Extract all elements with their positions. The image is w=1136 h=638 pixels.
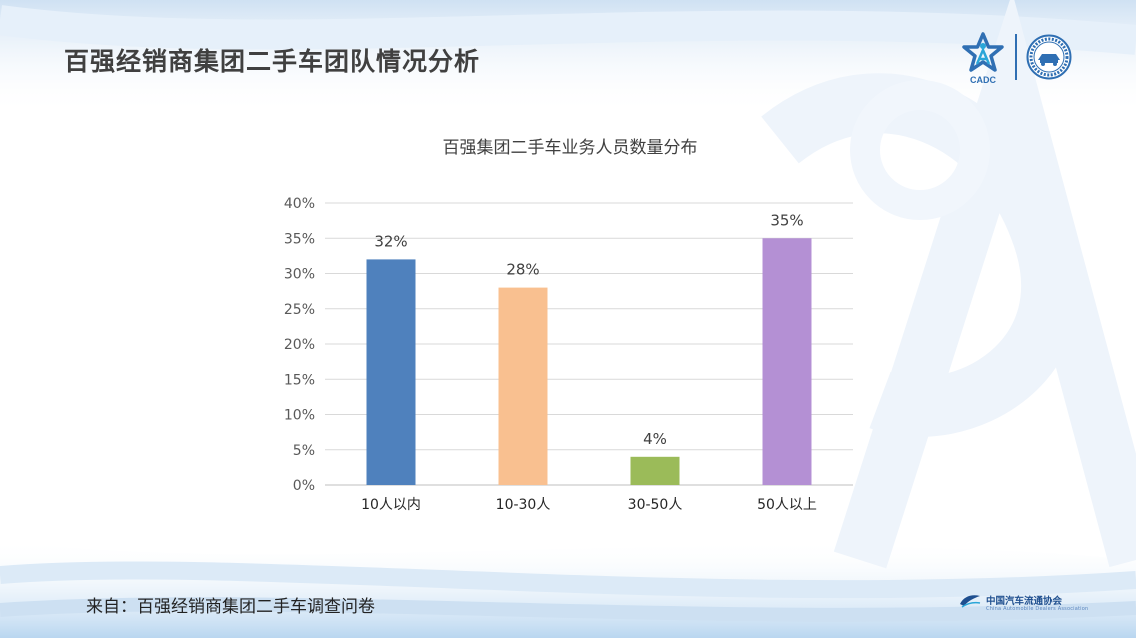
logo-divider: [1015, 34, 1017, 80]
cadc-logo-text: CADC: [970, 75, 996, 85]
bar: [366, 259, 416, 485]
y-tick-label: 35%: [284, 231, 315, 247]
x-category-label: 10-30人: [496, 497, 551, 513]
footer-org-name: 中国汽车流通协会: [986, 596, 1063, 607]
x-category-label: 10人以内: [361, 497, 421, 513]
y-tick-label: 0%: [293, 478, 315, 494]
bar-value-label: 32%: [374, 232, 407, 250]
y-tick-label: 40%: [284, 196, 315, 212]
y-tick-label: 25%: [284, 302, 315, 318]
y-tick-label: 5%: [293, 443, 315, 459]
y-tick-label: 10%: [284, 408, 315, 424]
x-category-label: 50人以上: [757, 497, 817, 513]
bar: [762, 238, 812, 485]
bar: [498, 287, 548, 485]
page-title: 百强经销商集团二手车团队情况分析: [64, 47, 481, 76]
association-footer-icon: [960, 595, 981, 608]
bar-chart: 0% 5% 10% 15% 20% 25% 30% 35% 40% 32% 10人以内 28% 10-3…: [284, 196, 853, 513]
y-tick-label: 15%: [284, 372, 315, 388]
bar: [630, 456, 680, 485]
bar-value-label: 28%: [506, 261, 539, 279]
chart-title: 百强集团二手车业务人员数量分布: [442, 138, 698, 158]
bar-value-label: 4%: [643, 430, 667, 448]
source-note: 来自：百强经销商集团二手车调查问卷: [86, 597, 375, 617]
footer-org-english: China Automobile Dealers Association: [986, 606, 1089, 612]
association-seal-logo: [1026, 34, 1072, 80]
y-tick-label: 20%: [284, 337, 315, 353]
x-category-label: 30-50人: [628, 497, 683, 513]
y-tick-label: 30%: [284, 267, 315, 283]
bar-value-label: 35%: [770, 211, 803, 229]
cadc-logo: CADC: [962, 32, 1004, 85]
